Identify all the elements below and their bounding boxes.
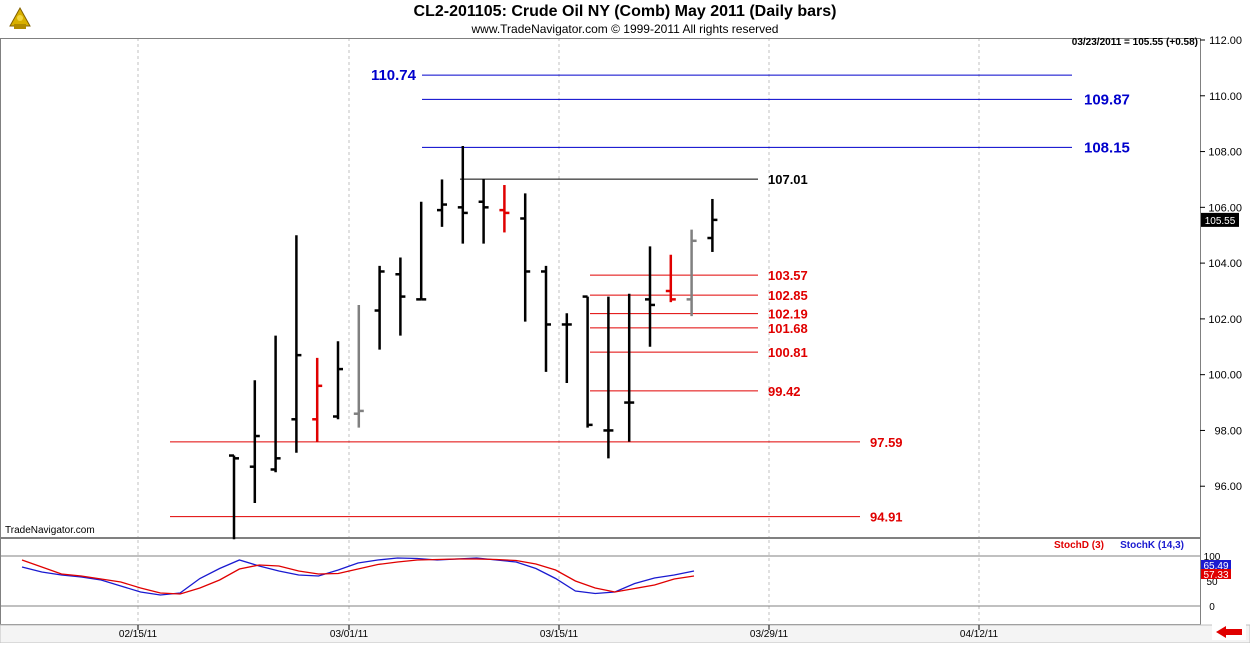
price-level-label: 108.15 [1084,139,1130,156]
price-level-label: 99.42 [768,384,801,399]
stochk-line [21,557,695,596]
date-tick-label: 03/29/11 [750,629,789,640]
stochd-line [21,558,695,595]
ohlc-bar [478,179,489,244]
watermark: TradeNavigator.com [5,525,95,536]
stoch-tick-label: 0 [1209,602,1215,613]
price-levels: 110.74 109.87 108.15 107.01 103.57 102.85 102.… [170,67,1130,525]
ohlc-bar [645,246,655,347]
last-price-box [1201,212,1239,227]
price-level-label: 100.81 [768,345,808,360]
last-price-label: 105.55 [1205,216,1236,227]
price-tick-label: 100.00 [1208,370,1242,382]
date-axis: 02/15/11 03/01/11 03/15/11 03/29/11 04/12/11 [119,625,999,640]
ohlc-bar [374,265,385,350]
ohlc-bar [270,335,281,473]
ohlc-bar [582,295,593,428]
price-level-label: 97.59 [870,435,903,450]
date-tick-label: 02/15/11 [119,629,158,640]
price-level-label: 101.68 [768,321,808,336]
gridlines [137,38,980,624]
ohlc-bar [520,193,531,322]
ohlc-bar [437,179,447,227]
price-level-label: 102.19 [768,307,808,322]
scroll-left-arrow-icon[interactable] [1212,624,1246,640]
quote-label: 03/23/2011 = 105.55 (+0.58) [1072,37,1198,48]
ohlc-bar [665,254,676,303]
price-tick-label: 112.00 [1209,35,1242,47]
stoch-tick-label: 50 [1206,577,1218,588]
date-tick-label: 03/01/11 [330,629,369,640]
stoch-tick-label: 100 [1204,552,1221,563]
stoch-value-box [1201,569,1231,579]
ohlc-bar [499,185,510,233]
chart-subtitle: www.TradeNavigator.com © 1999-2011 All r… [471,22,779,36]
panel-borders [0,38,1250,643]
price-tick-label: 108.00 [1208,147,1242,159]
price-tick-label: 106.00 [1208,202,1242,214]
stoch-value-label: 65.49 [1203,561,1228,572]
stoch-legend-item: StochK (14,3) [1120,540,1184,551]
ohlc-bar [624,293,635,442]
price-level-label: 110.74 [371,67,417,84]
price-panel-frame [0,38,1201,538]
date-tick-label: 04/12/11 [960,629,999,640]
tradenavigator-logo-icon[interactable] [4,2,36,34]
ohlc-bar [603,296,614,459]
price-tick-label: 102.00 [1208,314,1242,326]
ohlc-bar [333,341,343,420]
ohlc-bars [229,145,718,540]
stoch-value-label: 57.33 [1203,570,1228,581]
ohlc-bar [416,201,427,301]
price-axis: 96.00 98.00 100.00 102.00 104.00 106.00 108.00… [1200,35,1242,493]
price-tick-label: 110.00 [1209,91,1242,103]
price-tick-label: 104.00 [1208,258,1242,270]
ohlc-bar [291,235,302,453]
stoch-value-box [1201,560,1231,570]
price-level-label: 107.01 [768,172,808,187]
chart-header: CL2-201105: Crude Oil NY (Comb) May 2011… [0,0,1250,38]
price-level-label: 109.87 [1084,91,1130,108]
date-tick-label: 03/15/11 [540,629,579,640]
ohlc-bar [457,145,468,244]
ohlc-bar [249,380,260,503]
stoch-legend-item: StochD (3) [1054,540,1104,551]
chart-title: CL2-201105: Crude Oil NY (Comb) May 2011… [413,3,837,20]
price-level-label: 94.91 [870,510,903,525]
price-level-label: 103.57 [768,268,808,283]
price-tick-label: 96.00 [1214,481,1242,493]
ohlc-bar [561,313,572,384]
price-level-label: 102.85 [768,288,808,303]
ohlc-bar [541,265,551,372]
ohlc-bar [686,229,697,317]
ohlc-bar [395,257,406,336]
date-axis-band [0,624,1250,643]
stoch-panel-frame [0,538,1201,625]
ohlc-bar [312,357,323,442]
price-tick-label: 98.00 [1214,425,1242,437]
ohlc-bar [229,454,239,540]
ohlc-bar [353,304,364,428]
ohlc-bar [707,198,718,252]
